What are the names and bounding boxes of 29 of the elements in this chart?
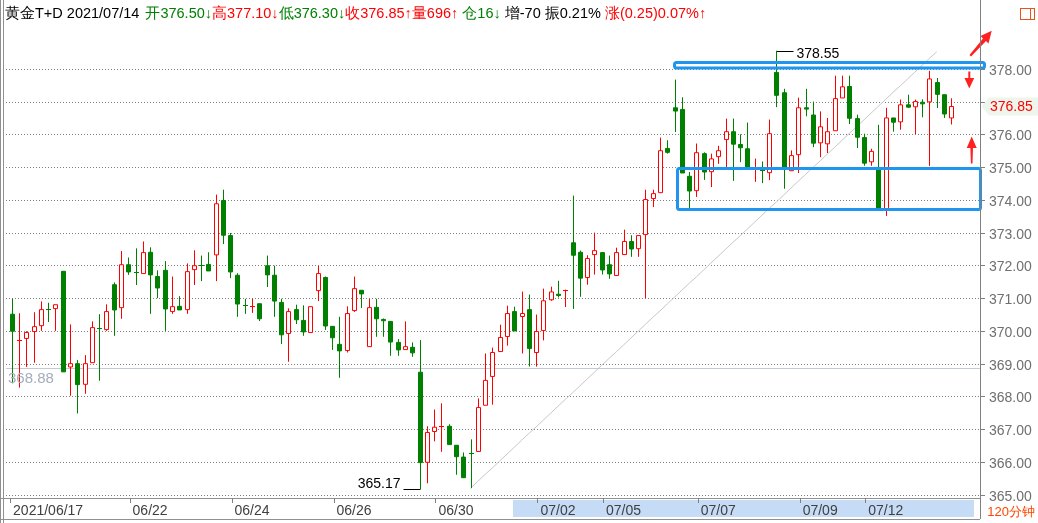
x-tick-label: 07/05 bbox=[606, 502, 642, 518]
x-tick-label: 06/26 bbox=[336, 502, 372, 518]
x-tick-label: 07/07 bbox=[700, 502, 736, 518]
annotation: 365.17 bbox=[357, 474, 401, 491]
x-tick-label: 06/24 bbox=[234, 502, 270, 518]
x-tick-label: 07/09 bbox=[802, 502, 838, 518]
x-tick-label: 07/02 bbox=[540, 502, 576, 518]
chart-title: 黄金T+D 2021/07/14 bbox=[5, 5, 140, 21]
y-tick-label: 367.00 bbox=[989, 421, 1033, 438]
annotation: 378.55 bbox=[796, 44, 840, 61]
text: 376.85 bbox=[990, 98, 1034, 115]
text: 120分钟 bbox=[987, 503, 1035, 519]
x-tick-label: 2021/06/17 bbox=[13, 502, 84, 518]
y-tick-label: 370.00 bbox=[989, 323, 1033, 340]
y-tick-label: 371.00 bbox=[989, 290, 1033, 307]
y-tick-label: 376.00 bbox=[989, 126, 1033, 143]
text: 开376.50↓高377.10↓低376.30↓收376.85↑量696↑ 仓16↓ 增-70 振0.21% 涨(0.25)0.07%↑ bbox=[145, 5, 707, 21]
y-tick-label: 374.00 bbox=[989, 192, 1033, 209]
y-tick-label: 378.00 bbox=[989, 61, 1033, 78]
y-tick-label: 369.00 bbox=[989, 356, 1033, 373]
y-tick-label: 366.00 bbox=[989, 454, 1033, 471]
x-tick-label: 06/30 bbox=[438, 502, 474, 518]
y-tick-label: 372.00 bbox=[989, 257, 1033, 274]
y-tick-label: 368.00 bbox=[989, 388, 1033, 405]
y-tick-label: 373.00 bbox=[989, 225, 1033, 242]
x-tick-label: 07/12 bbox=[868, 502, 904, 518]
x-tick-label: 06/22 bbox=[132, 502, 168, 518]
y-tick-label: 375.00 bbox=[989, 159, 1033, 176]
y-tick-label: 365.00 bbox=[989, 487, 1033, 504]
